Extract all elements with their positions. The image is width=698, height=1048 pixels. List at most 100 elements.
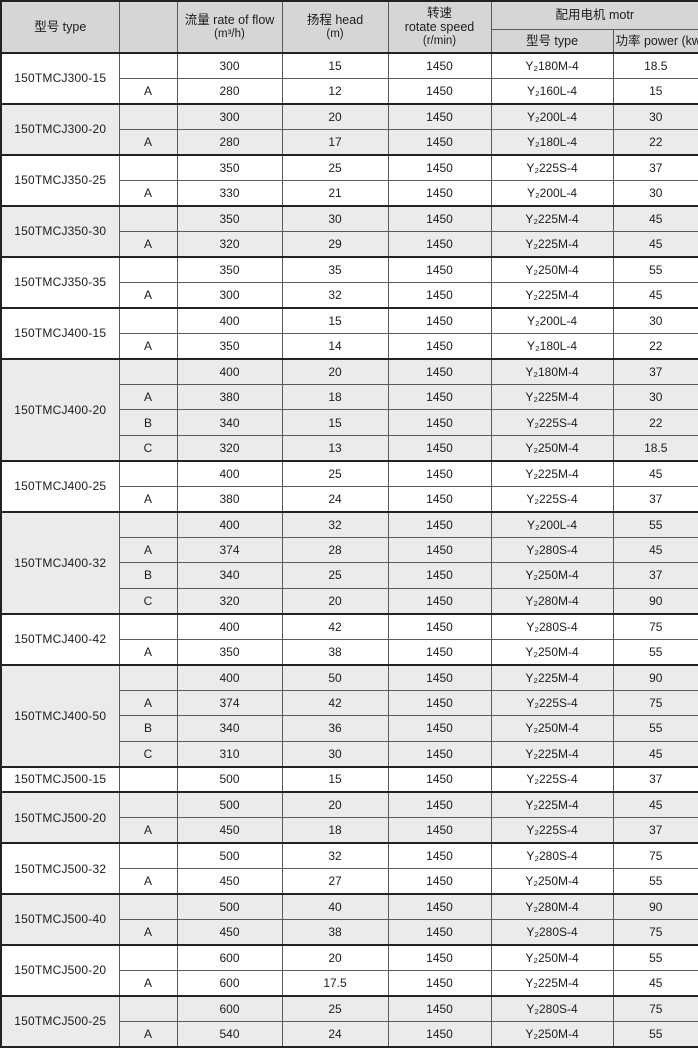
- power-cell: 45: [612, 740, 698, 768]
- table-row: 150TMCJ400-15 400 15 1450 Y₂200L-4 30: [0, 306, 698, 360]
- motor-type-cell: Y₂225S-4: [490, 409, 614, 436]
- power-cell: 75: [612, 841, 698, 870]
- speed-cell: 1450: [387, 153, 492, 181]
- power-cell: 22: [612, 332, 698, 360]
- head-cell: 25: [281, 562, 389, 589]
- speed-cell: 1450: [387, 179, 492, 207]
- variant-cell: [118, 306, 178, 334]
- speed-cell: 1450: [387, 281, 492, 309]
- header-flow: 流量 rate of flow (m³/h): [176, 0, 283, 54]
- flow-cell: 500: [176, 892, 283, 920]
- variant-cell: B: [118, 409, 178, 436]
- flow-cell: 450: [176, 867, 283, 895]
- model-cell: 150TMCJ400-42: [0, 612, 120, 666]
- flow-cell: 540: [176, 1020, 283, 1048]
- flow-cell: 350: [176, 255, 283, 283]
- variant-cell: A: [118, 128, 178, 156]
- power-cell: 90: [612, 587, 698, 615]
- speed-cell: 1450: [387, 102, 492, 130]
- variant-cell: C: [118, 434, 178, 462]
- flow-cell: 320: [176, 587, 283, 615]
- flow-cell: 380: [176, 383, 283, 411]
- model-cell: 150TMCJ500-40: [0, 892, 120, 946]
- table-row: 150TMCJ400-32 400 32 1450 Y₂200L-4 55: [0, 510, 698, 615]
- model-cell: 150TMCJ300-15: [0, 52, 120, 105]
- speed-cell: 1450: [387, 409, 492, 436]
- variant-cell: [118, 51, 178, 79]
- variant-cell: A: [118, 179, 178, 207]
- model-cell: 150TMCJ500-25: [0, 994, 120, 1048]
- head-cell: 32: [281, 841, 389, 870]
- table-row: 150TMCJ400-42 400 42 1450 Y₂280S-4 75: [0, 612, 698, 666]
- variant-cell: [118, 612, 178, 640]
- flow-cell: 450: [176, 817, 283, 844]
- model-cell: 150TMCJ400-25: [0, 459, 120, 513]
- flow-cell: 400: [176, 306, 283, 334]
- motor-type-cell: Y₂225M-4: [490, 281, 614, 309]
- head-cell: 50: [281, 663, 389, 691]
- variant-cell: A: [118, 689, 178, 717]
- head-cell: 25: [281, 994, 389, 1022]
- variant-cell: B: [118, 715, 178, 742]
- table-row: 150TMCJ400-25 400 25 1450 Y₂225M-4 45: [0, 459, 698, 513]
- motor-type-cell: Y₂280S-4: [490, 612, 614, 640]
- head-cell: 18: [281, 383, 389, 411]
- power-cell: 22: [612, 128, 698, 156]
- motor-type-cell: Y₂200L-4: [490, 306, 614, 334]
- speed-cell: 1450: [387, 128, 492, 156]
- table-row: A 450 38 1450 Y₂280S-4 75: [1, 918, 698, 946]
- flow-cell: 300: [176, 281, 283, 309]
- variant-cell: [118, 102, 178, 130]
- head-cell: 42: [281, 612, 389, 640]
- power-cell: 45: [612, 459, 698, 487]
- variant-cell: A: [118, 230, 178, 258]
- flow-cell: 400: [176, 459, 283, 487]
- variant-cell: A: [118, 1020, 178, 1048]
- variant-cell: [118, 994, 178, 1022]
- speed-cell: 1450: [387, 536, 492, 564]
- motor-type-cell: Y₂200L-4: [490, 179, 614, 207]
- flow-cell: 300: [176, 102, 283, 130]
- speed-cell: 1450: [387, 459, 492, 487]
- flow-cell: 600: [176, 943, 283, 971]
- head-cell: 15: [281, 51, 389, 79]
- motor-type-cell: Y₂180L-4: [490, 332, 614, 360]
- header-speed-label-en: rotate speed: [404, 20, 475, 35]
- motor-type-cell: Y₂225S-4: [490, 765, 614, 793]
- table-row: A 380 18 1450 Y₂225M-4 30: [1, 383, 698, 411]
- head-cell: 14: [281, 332, 389, 360]
- motor-type-cell: Y₂280M-4: [490, 587, 614, 615]
- motor-type-cell: Y₂180M-4: [490, 357, 614, 385]
- head-cell: 21: [281, 179, 389, 207]
- head-cell: 32: [281, 510, 389, 538]
- model-cell: 150TMCJ400-20: [0, 357, 120, 462]
- power-cell: 55: [612, 510, 698, 538]
- power-cell: 90: [612, 663, 698, 691]
- speed-cell: 1450: [387, 562, 492, 589]
- variant-cell: [118, 841, 178, 870]
- motor-type-cell: Y₂280S-4: [490, 536, 614, 564]
- head-cell: 27: [281, 867, 389, 895]
- head-cell: 18: [281, 817, 389, 844]
- speed-cell: 1450: [387, 1020, 492, 1048]
- speed-cell: 1450: [387, 791, 492, 819]
- motor-type-cell: Y₂225S-4: [490, 153, 614, 181]
- head-cell: 17.5: [281, 969, 389, 997]
- power-cell: 45: [612, 969, 698, 997]
- flow-cell: 340: [176, 562, 283, 589]
- head-cell: 24: [281, 1020, 389, 1048]
- motor-type-cell: Y₂225M-4: [490, 740, 614, 768]
- model-cell: 150TMCJ350-35: [0, 255, 120, 309]
- flow-cell: 380: [176, 485, 283, 513]
- variant-cell: [118, 663, 178, 691]
- table-row: A 330 21 1450 Y₂200L-4 30: [1, 179, 698, 207]
- speed-cell: 1450: [387, 943, 492, 971]
- motor-type-cell: Y₂250M-4: [490, 943, 614, 971]
- head-cell: 25: [281, 153, 389, 181]
- table-row: 150TMCJ400-20 400 20 1450 Y₂180M-4 37: [0, 357, 698, 462]
- speed-cell: 1450: [387, 51, 492, 79]
- flow-cell: 330: [176, 179, 283, 207]
- power-cell: 37: [612, 357, 698, 385]
- variant-cell: A: [118, 332, 178, 360]
- speed-cell: 1450: [387, 689, 492, 717]
